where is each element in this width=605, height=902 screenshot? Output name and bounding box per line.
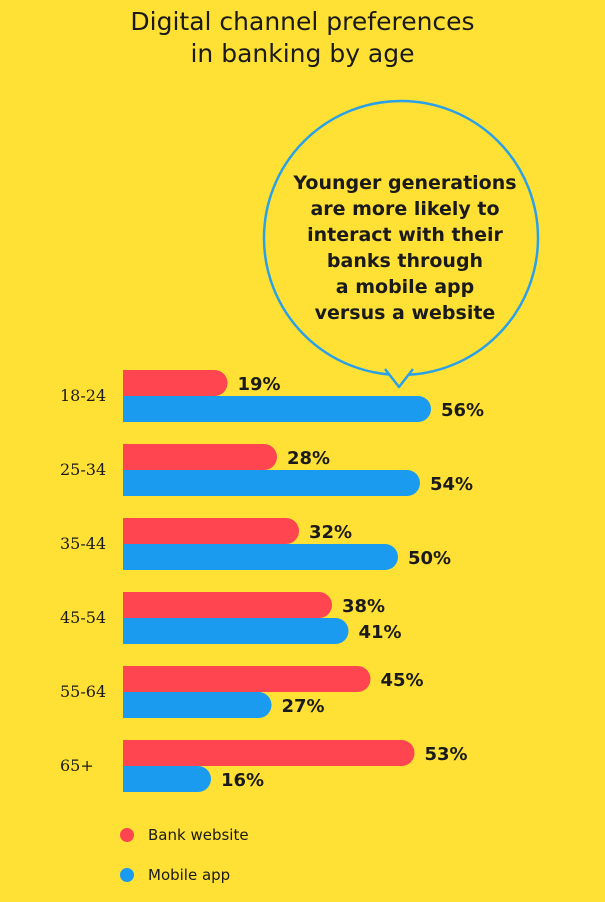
bar-mobile-app [110, 618, 349, 644]
bar-mobile-app [110, 692, 272, 718]
bar-edge-mask [109, 543, 123, 571]
data-label: 56% [441, 400, 484, 421]
bar-bank-website [110, 518, 299, 544]
bar-edge-mask [109, 517, 123, 545]
bar-edge-mask [109, 691, 123, 719]
data-label: 54% [430, 474, 473, 495]
callout-bubble [262, 99, 540, 389]
legend: Bank website Mobile app [120, 822, 249, 902]
callout-line-3: interact with their [307, 224, 503, 246]
legend-dot-mobile-app [120, 868, 134, 882]
callout-text: Younger generations are more likely to i… [270, 170, 540, 326]
bar-edge-mask [109, 617, 123, 645]
bar-bank-website [110, 444, 277, 470]
bar-bank-website [110, 370, 228, 396]
data-label: 45% [381, 670, 424, 691]
bar-edge-mask [109, 665, 123, 693]
legend-dot-bank-website [120, 828, 134, 842]
category-label: 18-24 [60, 386, 106, 405]
callout-line-2: are more likely to [310, 198, 500, 220]
bar-edge-mask [109, 443, 123, 471]
data-label: 16% [221, 770, 264, 791]
bar-edge-mask [109, 739, 123, 767]
legend-item-bank-website: Bank website [120, 822, 249, 848]
category-label: 35-44 [60, 534, 106, 553]
legend-item-mobile-app: Mobile app [120, 862, 249, 888]
bar-edge-mask [109, 469, 123, 497]
bar-mobile-app [110, 396, 431, 422]
chart-title: Digital channel preferences in banking b… [0, 6, 605, 70]
data-label: 27% [282, 696, 325, 717]
data-label: 19% [238, 374, 281, 395]
data-label: 41% [359, 622, 402, 643]
legend-label-bank-website: Bank website [148, 826, 249, 844]
callout-pointer [384, 368, 414, 389]
bar-edge-mask [109, 765, 123, 793]
data-label: 32% [309, 522, 352, 543]
callout-line-6: versus a website [314, 302, 496, 324]
data-label: 28% [287, 448, 330, 469]
category-label: 65+ [60, 756, 94, 775]
callout-line-4: banks through [326, 250, 484, 272]
bar-bank-website [110, 666, 371, 692]
callout-pointer-mask [387, 364, 411, 370]
data-label: 53% [425, 744, 468, 765]
bar-edge-mask [109, 591, 123, 619]
bar-bank-website [110, 592, 332, 618]
bar-edge-mask [109, 369, 123, 397]
callout-line-1: Younger generations [293, 172, 517, 194]
bar-mobile-app [110, 544, 398, 570]
category-label: 55-64 [60, 682, 106, 701]
category-label: 45-54 [60, 608, 106, 627]
chart-title-line-1: Digital channel preferences [130, 7, 475, 36]
bar-bank-website [110, 740, 415, 766]
chart-title-line-2: in banking by age [190, 39, 415, 68]
data-label: 38% [342, 596, 385, 617]
category-label: 25-34 [60, 460, 106, 479]
bar-mobile-app [110, 766, 211, 792]
legend-label-mobile-app: Mobile app [148, 866, 231, 884]
callout-line-5: a mobile app [335, 276, 475, 298]
bar-mobile-app [110, 470, 420, 496]
data-label: 50% [408, 548, 451, 569]
bar-edge-mask [109, 395, 123, 423]
